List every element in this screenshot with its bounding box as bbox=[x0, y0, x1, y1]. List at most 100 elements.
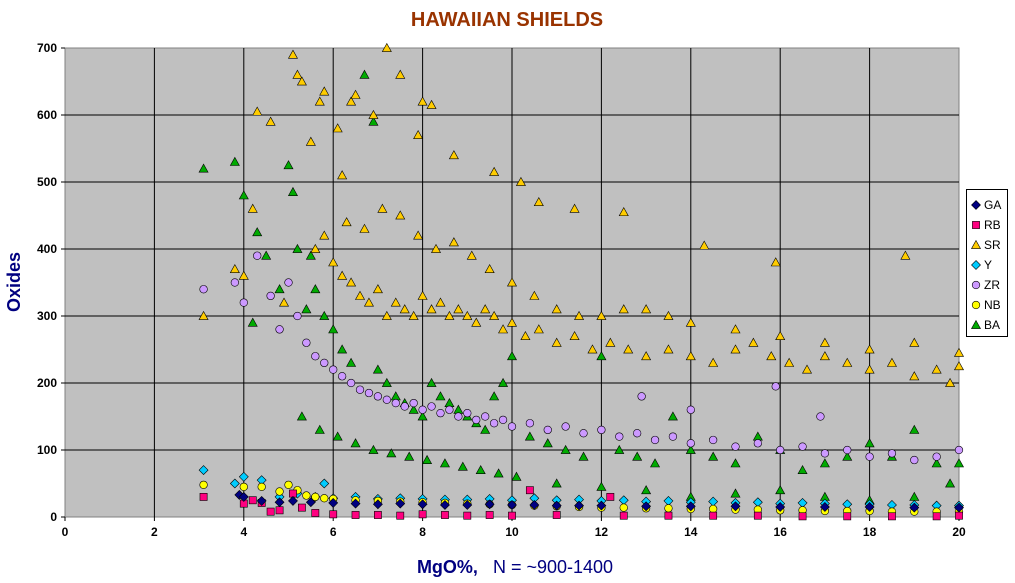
data-point-sr bbox=[346, 96, 357, 106]
data-point-zr bbox=[311, 352, 320, 361]
y-tick-label: 700 bbox=[37, 41, 57, 55]
data-point-sr bbox=[748, 337, 759, 347]
data-point-ba bbox=[417, 411, 428, 421]
data-point-ba bbox=[332, 431, 343, 441]
data-point-ga bbox=[256, 495, 267, 506]
legend-marker-sr bbox=[970, 239, 982, 249]
data-point-ga bbox=[909, 502, 920, 513]
legend-marker-ga bbox=[971, 200, 981, 210]
data-point-nb bbox=[709, 504, 718, 514]
data-point-sr bbox=[587, 344, 598, 354]
legend-item-ga: GA bbox=[970, 196, 1001, 214]
data-point-zr bbox=[382, 395, 391, 404]
data-point-ba bbox=[381, 377, 392, 387]
data-points bbox=[198, 42, 965, 521]
data-point-ba bbox=[198, 163, 209, 173]
data-point-sr bbox=[314, 96, 325, 106]
data-point-sr bbox=[229, 263, 240, 274]
data-point-sr bbox=[426, 304, 437, 314]
data-point-zr bbox=[932, 452, 941, 461]
data-point-sr bbox=[641, 304, 652, 314]
data-point-sr bbox=[363, 297, 374, 307]
data-point-sr bbox=[484, 263, 495, 274]
data-point-zr bbox=[731, 442, 740, 451]
data-point-sr bbox=[368, 109, 379, 119]
data-point-sr bbox=[355, 290, 366, 300]
data-point-sr bbox=[238, 270, 249, 280]
data-point-rb bbox=[888, 512, 896, 521]
data-point-sr bbox=[265, 116, 276, 126]
data-point-zr bbox=[338, 372, 347, 381]
data-point-sr bbox=[663, 344, 674, 354]
data-point-sr bbox=[618, 207, 629, 217]
data-point-ga bbox=[417, 499, 428, 510]
x-tick-label: 12 bbox=[595, 525, 609, 539]
data-point-ba bbox=[337, 344, 348, 354]
data-point-zr bbox=[427, 402, 436, 411]
legend-label: ZR bbox=[984, 278, 1000, 292]
data-point-ga bbox=[274, 497, 285, 508]
data-point-sr bbox=[372, 284, 383, 294]
data-point-ga bbox=[574, 500, 584, 511]
data-point-sr bbox=[435, 297, 446, 307]
data-point-ba bbox=[305, 250, 316, 260]
data-point-y bbox=[198, 465, 209, 476]
data-point-ga bbox=[819, 502, 830, 512]
legend-label: BA bbox=[984, 318, 1001, 332]
x-tick-label: 10 bbox=[505, 525, 519, 539]
data-point-sr bbox=[417, 96, 428, 106]
data-point-ba bbox=[511, 471, 522, 481]
data-point-sr bbox=[770, 257, 781, 267]
data-point-sr bbox=[319, 230, 330, 240]
data-point-ga bbox=[238, 491, 249, 502]
data-point-zr bbox=[543, 425, 552, 435]
data-point-zr bbox=[633, 429, 642, 438]
data-point-zr bbox=[253, 251, 262, 260]
data-point-ga bbox=[954, 502, 964, 513]
data-point-ba bbox=[301, 304, 312, 314]
data-point-sr bbox=[730, 324, 741, 334]
data-point-rb bbox=[606, 492, 615, 501]
data-point-rb bbox=[441, 511, 449, 519]
data-point-rb bbox=[508, 511, 516, 520]
data-point-ga bbox=[288, 495, 298, 506]
data-point-ba bbox=[578, 451, 589, 461]
data-point-zr bbox=[266, 291, 275, 301]
x-tick-label: 18 bbox=[863, 525, 877, 539]
data-point-ga bbox=[350, 498, 361, 509]
data-point-nb bbox=[320, 494, 329, 503]
data-point-zr bbox=[816, 412, 825, 421]
y-tick-label: 400 bbox=[37, 242, 57, 256]
data-point-ba bbox=[350, 438, 361, 448]
data-point-sr bbox=[529, 290, 540, 300]
data-point-sr bbox=[574, 310, 585, 320]
data-point-sr bbox=[377, 203, 388, 213]
data-point-ba bbox=[368, 444, 379, 454]
data-point-ba bbox=[475, 464, 486, 475]
legend-item-nb: NB bbox=[970, 296, 1001, 314]
data-point-ba bbox=[229, 156, 240, 166]
data-point-sr bbox=[426, 99, 437, 109]
data-point-ba bbox=[283, 160, 294, 170]
x-tick-label: 8 bbox=[419, 525, 426, 539]
data-point-sr bbox=[551, 304, 562, 314]
data-point-zr bbox=[954, 445, 964, 455]
data-point-zr bbox=[400, 402, 409, 411]
data-point-ba bbox=[368, 116, 379, 126]
data-point-sr bbox=[305, 136, 316, 146]
data-point-ba bbox=[346, 357, 357, 367]
x-tick-label: 6 bbox=[330, 525, 337, 539]
data-point-sr bbox=[292, 69, 303, 79]
data-point-zr bbox=[293, 311, 302, 321]
y-axis-label: Oxides bbox=[4, 252, 24, 312]
data-point-zr bbox=[525, 419, 535, 428]
legend: GA RB SR Y ZR NB BA bbox=[966, 189, 1008, 337]
data-point-sr bbox=[909, 337, 920, 347]
data-point-zr bbox=[364, 388, 374, 398]
legend-item-ba: BA bbox=[970, 316, 1000, 334]
data-point-rb bbox=[798, 512, 807, 521]
data-point-sr bbox=[569, 203, 580, 213]
chart-title: HAWAIIAN SHIELDS bbox=[411, 9, 603, 31]
data-point-sr bbox=[498, 324, 509, 334]
